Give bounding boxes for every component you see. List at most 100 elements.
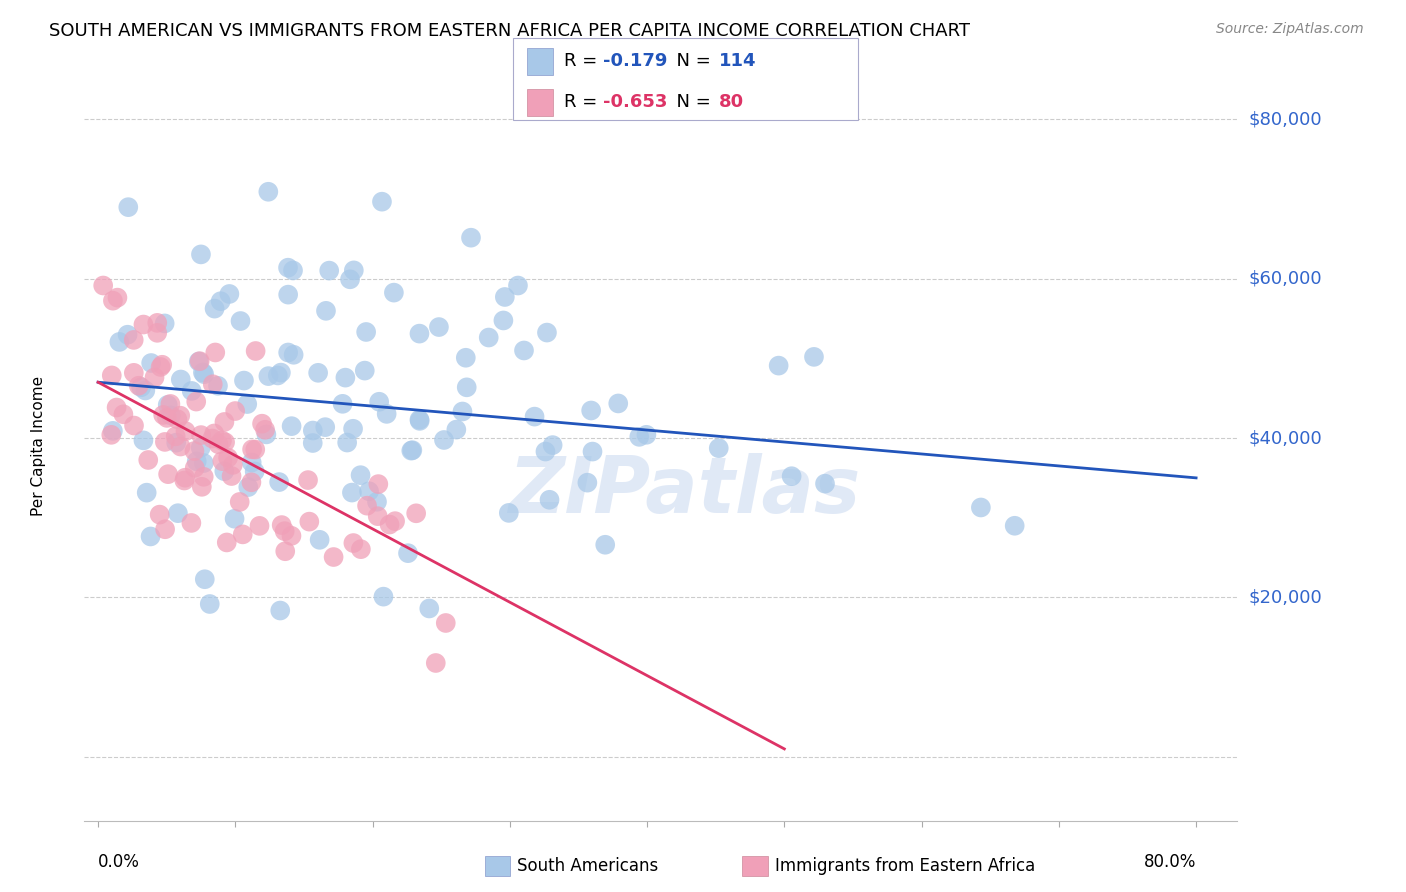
- Point: [215, 535, 238, 549]
- Point: [427, 320, 450, 334]
- Point: [159, 409, 181, 423]
- Point: [367, 509, 389, 524]
- Point: [165, 429, 187, 443]
- Point: [382, 285, 405, 300]
- Point: [222, 458, 245, 472]
- Text: -0.179: -0.179: [603, 53, 668, 70]
- Point: [1004, 518, 1026, 533]
- Point: [366, 495, 388, 509]
- Point: [101, 368, 124, 383]
- Point: [336, 435, 359, 450]
- Point: [254, 427, 277, 442]
- Point: [190, 441, 212, 455]
- Point: [105, 401, 128, 415]
- Point: [107, 291, 129, 305]
- Point: [494, 290, 516, 304]
- Point: [418, 601, 440, 615]
- Point: [408, 412, 430, 426]
- Point: [156, 398, 179, 412]
- Point: [221, 469, 243, 483]
- Text: N =: N =: [665, 94, 717, 112]
- Point: [371, 194, 394, 209]
- Point: [340, 485, 363, 500]
- Point: [357, 484, 380, 499]
- Point: [350, 542, 373, 557]
- Text: 80.0%: 80.0%: [1143, 853, 1197, 871]
- Point: [970, 500, 993, 515]
- Point: [356, 499, 378, 513]
- Point: [576, 475, 599, 490]
- Point: [581, 444, 603, 458]
- Point: [236, 397, 259, 411]
- Point: [270, 518, 292, 533]
- Point: [707, 441, 730, 455]
- Text: Immigrants from Eastern Africa: Immigrants from Eastern Africa: [775, 857, 1035, 875]
- Point: [378, 517, 401, 532]
- Point: [149, 359, 172, 374]
- Point: [456, 380, 478, 394]
- Text: N =: N =: [665, 53, 717, 70]
- Point: [368, 394, 391, 409]
- Point: [112, 407, 135, 421]
- Point: [204, 345, 226, 359]
- Text: $20,000: $20,000: [1249, 589, 1322, 607]
- Text: $40,000: $40,000: [1249, 429, 1322, 447]
- Point: [180, 384, 202, 398]
- Point: [513, 343, 536, 358]
- Point: [153, 317, 176, 331]
- Point: [396, 546, 419, 560]
- Point: [538, 492, 561, 507]
- Point: [194, 572, 217, 586]
- Point: [301, 424, 323, 438]
- Point: [343, 263, 366, 277]
- Point: [156, 410, 179, 425]
- Point: [249, 519, 271, 533]
- Point: [401, 443, 423, 458]
- Point: [150, 358, 173, 372]
- Point: [342, 422, 364, 436]
- Point: [536, 326, 558, 340]
- Point: [460, 230, 482, 244]
- Point: [768, 359, 790, 373]
- Point: [174, 424, 197, 438]
- Point: [257, 369, 280, 384]
- Point: [122, 418, 145, 433]
- Point: [506, 278, 529, 293]
- Point: [191, 366, 214, 380]
- Point: [232, 527, 254, 541]
- Text: 80: 80: [718, 94, 744, 112]
- Point: [193, 456, 215, 470]
- Point: [283, 348, 305, 362]
- Point: [153, 434, 176, 449]
- Point: [446, 423, 468, 437]
- Point: [173, 474, 195, 488]
- Point: [277, 260, 299, 275]
- Point: [214, 415, 236, 429]
- Point: [434, 615, 457, 630]
- Point: [301, 436, 323, 450]
- Point: [117, 327, 139, 342]
- Point: [132, 318, 155, 332]
- Point: [207, 379, 229, 393]
- Point: [183, 444, 205, 458]
- Point: [245, 343, 267, 358]
- Point: [214, 464, 236, 478]
- Text: -0.653: -0.653: [603, 94, 668, 112]
- Point: [254, 423, 277, 437]
- Point: [274, 544, 297, 558]
- Point: [780, 469, 803, 483]
- Point: [169, 409, 191, 423]
- Point: [91, 278, 114, 293]
- Point: [149, 508, 172, 522]
- Point: [269, 603, 291, 617]
- Point: [454, 351, 477, 365]
- Point: [451, 404, 474, 418]
- Point: [593, 538, 616, 552]
- Point: [198, 597, 221, 611]
- Point: [607, 396, 630, 410]
- Point: [209, 294, 232, 309]
- Point: [339, 272, 361, 286]
- Point: [211, 454, 233, 468]
- Text: South Americans: South Americans: [517, 857, 658, 875]
- Text: ZIPatlas: ZIPatlas: [508, 453, 860, 529]
